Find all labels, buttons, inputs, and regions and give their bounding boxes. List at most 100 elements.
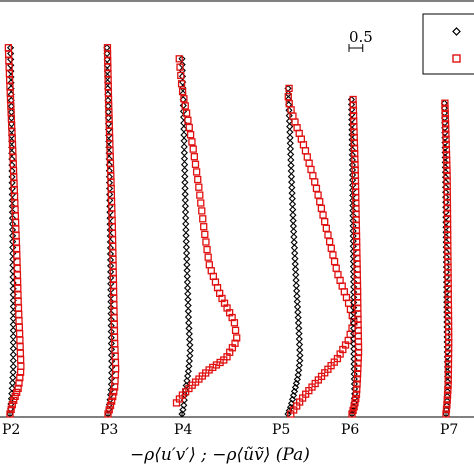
series-2-point-5-10 [354, 364, 362, 373]
series-1-point-4-54 [286, 134, 294, 142]
series-1-point-3-33 [182, 232, 190, 240]
station-6 [440, 99, 453, 418]
series-2-point-4-34 [327, 244, 335, 252]
series-1-point-3-43 [181, 172, 189, 181]
series-1-point-3-15 [185, 335, 194, 344]
series-1-point-3-38 [181, 202, 190, 210]
series-2-point-6-50 [442, 145, 451, 154]
series-1-point-3-28 [183, 261, 191, 269]
series-1-point-4-32 [291, 254, 299, 263]
x-tick-label-3: P4 [174, 422, 192, 438]
series-2-point-2-3 [108, 397, 116, 405]
series-2-point-3-41 [196, 191, 204, 199]
series-1-point-5-37 [349, 227, 357, 235]
series-2-point-3-53 [181, 102, 189, 110]
series-1-point-3-37 [181, 208, 190, 216]
series-2-point-4-39 [319, 211, 327, 219]
series-2-point-6-5 [444, 386, 452, 394]
series-2-point-3-36 [201, 230, 209, 239]
series-2-point-6-56 [441, 115, 450, 123]
series-2-point-6-54 [442, 125, 450, 133]
series-1-point-6-63 [440, 99, 448, 107]
series-1-point-4-21 [294, 313, 302, 322]
series-2-point-3-55 [178, 87, 187, 96]
series-2-point-4-36 [324, 231, 332, 239]
series-1-point-2-52 [104, 108, 112, 116]
series-1-point-3-13 [186, 346, 194, 355]
series-2-point-4-33 [329, 251, 337, 259]
series-1-point-2-14 [107, 333, 115, 342]
series-2-point-5-6 [353, 385, 361, 393]
series-2-point-2-4 [109, 392, 117, 401]
series-2-point-5-3 [351, 399, 359, 407]
x-tick-labels: P2 P3 P4 P5 P6 P7 [2, 422, 458, 438]
series-1-point-1-17 [9, 314, 17, 323]
series-1-point-3-18 [185, 319, 193, 327]
series-1-point-4-25 [293, 292, 301, 300]
series-1-point-2-26 [106, 262, 115, 270]
series-1-point-3-8 [184, 372, 192, 380]
series-1-point-4-38 [289, 222, 297, 230]
series-1-point-3-30 [182, 249, 191, 257]
series-2-point-5-8 [353, 375, 362, 383]
series-1-point-1-54 [7, 96, 15, 104]
series-2-point-3-35 [202, 238, 210, 246]
series-2-point-2-2 [106, 401, 115, 410]
series-2-point-4-57 [285, 99, 293, 108]
series-2-point-1-2 [8, 400, 16, 409]
series-layer [4, 44, 453, 418]
station-3 [172, 55, 241, 418]
series-2-point-1-59 [4, 44, 12, 52]
series-1-point-4-12 [295, 361, 303, 370]
series-1-point-4-29 [292, 271, 300, 279]
series-1-point-1-36 [8, 202, 16, 210]
series-1-point-1-30 [9, 238, 17, 246]
series-1-point-3-48 [180, 143, 188, 151]
station-5 [347, 95, 363, 418]
series-1-point-3-21 [184, 301, 192, 310]
series-1-point-4-34 [290, 244, 299, 252]
series-1-point-4-17 [295, 335, 303, 343]
series-2-point-6-58 [441, 104, 449, 113]
series-1-point-3-51 [180, 125, 188, 133]
series-1-point-4-35 [290, 238, 298, 246]
legend-marker-series-1 [452, 27, 461, 36]
series-1-point-4-43 [288, 194, 296, 203]
series-1-point-2-20 [107, 298, 115, 306]
series-1-point-1-6 [8, 379, 17, 387]
series-2-point-3-50 [185, 123, 193, 132]
series-2-point-6-0 [442, 410, 450, 418]
series-1-point-2-51 [104, 114, 112, 122]
series-1-point-4-53 [286, 139, 294, 147]
series-2-point-3-57 [177, 71, 185, 80]
scale-bar-label: 0.5 [349, 28, 373, 46]
series-2-point-5-4 [352, 394, 360, 403]
series-2-point-3-48 [188, 138, 196, 146]
series-1-point-3-19 [184, 313, 193, 321]
series-2-point-6-53 [442, 130, 450, 138]
series-2-point-5-7 [353, 380, 361, 388]
series-2-point-3-58 [176, 63, 184, 71]
series-2-point-5-11 [354, 359, 362, 367]
series-1-point-1-13 [9, 338, 17, 347]
series-1-point-4-42 [288, 200, 297, 208]
series-2-point-3-43 [194, 175, 202, 184]
series-1-point-3-9 [184, 367, 192, 375]
series-1-point-4-36 [290, 233, 298, 241]
series-1-point-2-58 [103, 73, 112, 81]
series-2-point-2-0 [104, 410, 112, 418]
x-tick-label-2: P3 [100, 422, 118, 438]
series-1-point-5-31 [349, 257, 358, 266]
series-1-point-3-39 [181, 196, 189, 204]
series-2-point-6-3 [443, 396, 451, 404]
series-2-point-4-59 [285, 84, 293, 93]
series-1-point-1-53 [7, 102, 15, 110]
series-1-point-1-11 [9, 350, 17, 359]
series-1-point-2-54 [104, 96, 112, 104]
series-1-point-1-47 [8, 137, 16, 146]
series-2-point-3-54 [180, 95, 188, 103]
series-1-point-3-26 [183, 272, 191, 280]
series-2-point-4-42 [314, 191, 322, 199]
series-1-point-1-32 [8, 226, 17, 234]
